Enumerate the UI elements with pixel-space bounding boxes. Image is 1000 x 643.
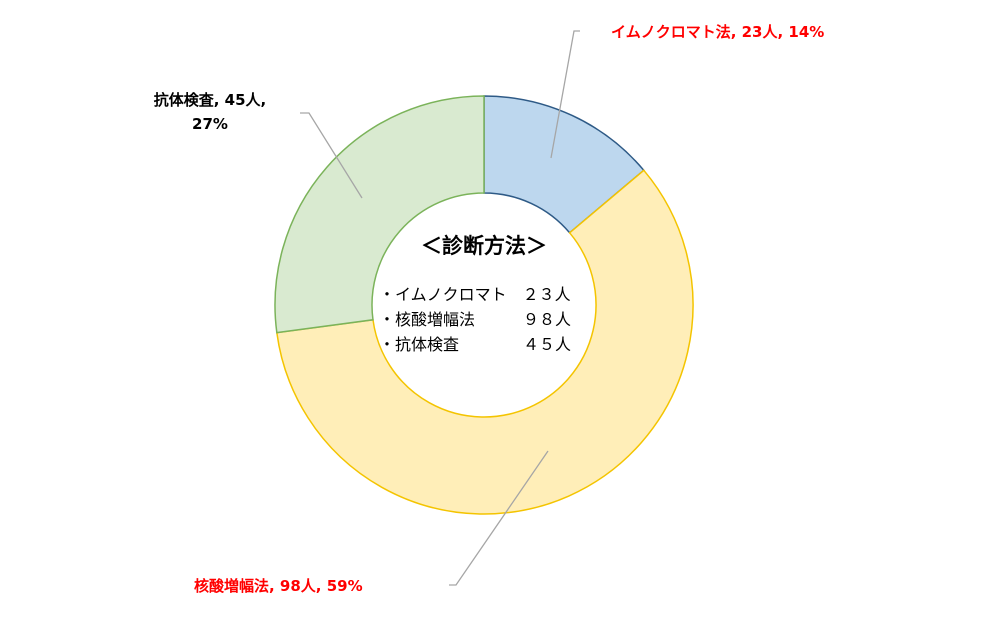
slice-antibody-test	[274, 95, 485, 334]
leader-lines	[300, 30, 580, 586]
center-title: ＜診断方法＞	[421, 234, 547, 258]
leader-antibody	[300, 112, 363, 199]
center-line-nucleic-acid: ・核酸増幅法 ９８人	[379, 310, 571, 329]
slice-labels: イムノクロマト法, 23人, 14% 核酸増幅法, 98人, 59% 抗体検査, 4…	[154, 23, 825, 595]
center-line-immunochromatography: ・イムノクロマト ２３人	[379, 285, 571, 304]
center-line-antibody: ・抗体検査 ４５人	[379, 335, 571, 354]
label-antibody-test-line-0: 抗体検査, 45人,	[154, 91, 267, 109]
leader-immunochromatography	[550, 30, 580, 159]
donut-slices	[274, 95, 694, 515]
label-antibody-test-line-1: 27%	[192, 115, 228, 133]
label-nucleic-acid-amplification: 核酸増幅法, 98人, 59%	[194, 577, 363, 595]
center-legend: ＜診断方法＞ ・イムノクロマト ２３人 ・核酸増幅法 ９８人 ・抗体検査 ４５人	[379, 234, 571, 354]
leader-nucleic-acid	[449, 450, 549, 586]
slice-nucleic-acid-amplification	[275, 169, 694, 515]
label-immunochromatography: イムノクロマト法, 23人, 14%	[611, 23, 824, 41]
